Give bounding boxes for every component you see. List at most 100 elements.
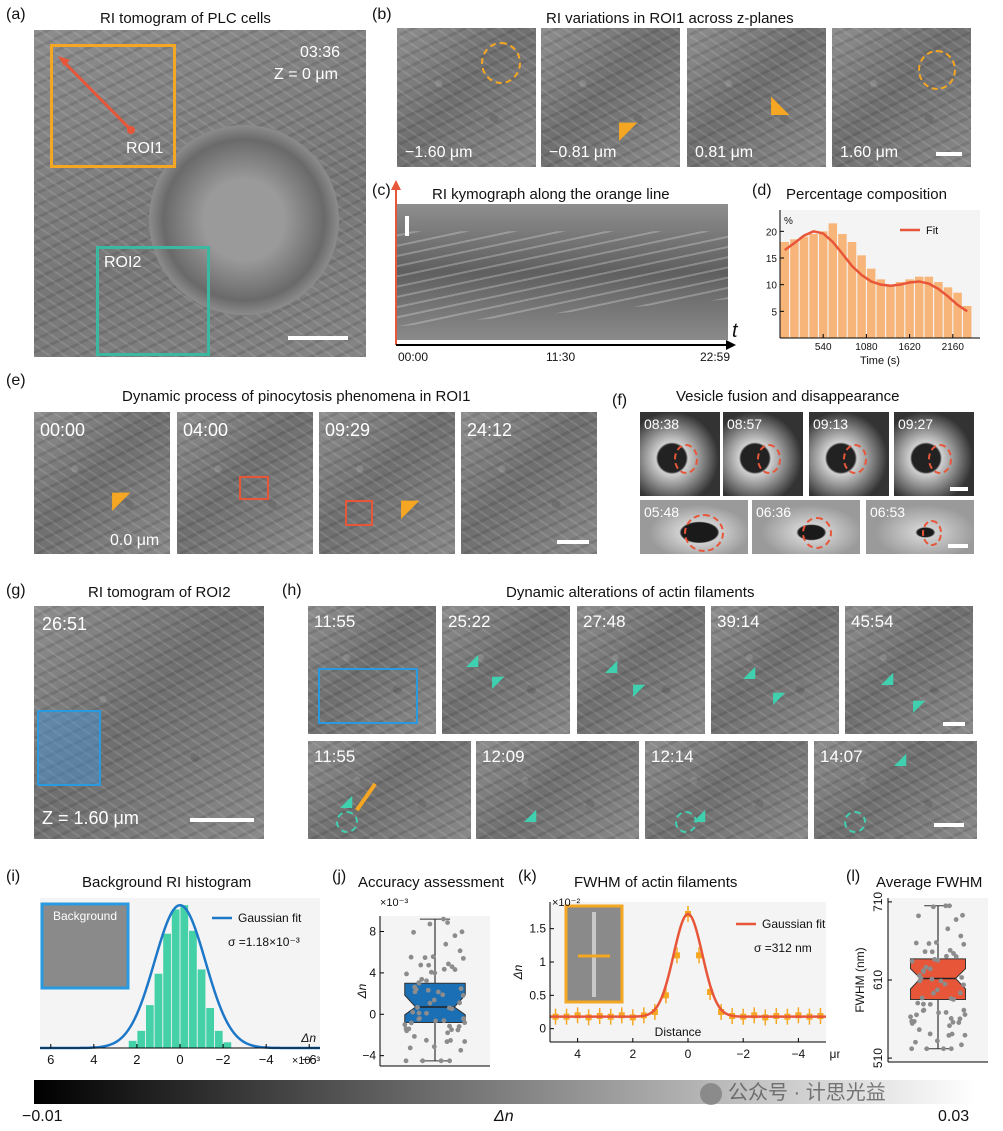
panel-c-title: RI kymograph along the orange line — [432, 186, 670, 203]
vesicle-outline — [684, 514, 724, 552]
panel-g-title: RI tomogram of ROI2 — [88, 584, 231, 601]
data-point — [943, 1009, 949, 1015]
x-tick-label: 4 — [90, 1052, 97, 1067]
fit-line — [784, 230, 968, 313]
panel-e-title: Dynamic process of pinocytosis phenomena… — [122, 388, 471, 405]
data-point — [944, 953, 949, 959]
data-point — [425, 987, 431, 993]
legend-label: Gaussian fit — [762, 917, 826, 931]
data-point — [962, 1032, 968, 1038]
data-point — [424, 978, 429, 984]
data-point — [422, 955, 428, 961]
scale-bar — [936, 152, 962, 156]
x-tick-label: −4 — [792, 1047, 806, 1061]
y-tick-label: 10 — [766, 281, 778, 292]
data-point — [407, 1045, 413, 1051]
x-axis-label: Δn — [300, 1031, 316, 1045]
frame-time: 25:22 — [448, 612, 491, 631]
scale-bar — [557, 540, 589, 544]
roi1-label: ROI1 — [126, 140, 164, 157]
panel-k-title: FWHM of actin filaments — [574, 874, 738, 891]
actin-detail-frame: 11:55 ◢ — [308, 741, 471, 839]
data-point — [924, 1046, 930, 1052]
y-tick-label: 0 — [539, 1022, 546, 1036]
roi2-z: Z = 1.60 μm — [42, 808, 139, 828]
x-tick-label: 0 — [685, 1047, 692, 1061]
data-point — [462, 1039, 468, 1044]
y-tick-label: 610 — [871, 970, 885, 990]
data-point — [440, 992, 446, 998]
data-point — [953, 954, 959, 959]
data-point — [947, 947, 953, 953]
histogram-bar — [905, 279, 914, 338]
panel-k-label: (k) — [518, 868, 537, 885]
z-plane-label: 1.60 μm — [840, 144, 899, 161]
frame-time: 09:13 — [813, 416, 849, 432]
panel-l-title: Average FWHM — [876, 874, 983, 891]
data-point — [914, 1012, 919, 1018]
data-point — [438, 1058, 444, 1064]
y-tick-label: 20 — [766, 227, 778, 238]
y-tick-label: 0.5 — [529, 988, 546, 1002]
actin-detail-frame: 12:09 ◢ — [476, 741, 639, 839]
frame-time: 27:48 — [583, 612, 626, 631]
y-tick-label: 5 — [771, 307, 777, 318]
actin-frame: 25:22 ◢ ◤ — [442, 606, 570, 734]
chart-i: 6 4 2 0 −2 −4 −6 Background Gaussian fit σ =1.18×… — [39, 898, 320, 1067]
histogram-bar — [886, 284, 895, 338]
data-point — [962, 1012, 968, 1018]
x-axis-label: Time (s) — [860, 355, 900, 367]
histogram-bar — [137, 1030, 146, 1048]
data-point — [718, 1009, 725, 1015]
scale-bar — [948, 544, 968, 548]
data-point — [461, 1016, 466, 1022]
y-exponent: ×10⁻² — [552, 897, 580, 909]
data-point — [418, 962, 424, 968]
roi2-image: 26:51 Z = 1.60 μm — [34, 606, 264, 839]
arrowhead-icon: ◤ — [492, 674, 505, 691]
histogram-bar — [180, 905, 189, 1048]
histogram-bar — [128, 1040, 137, 1048]
x-tick-label: 540 — [815, 342, 832, 353]
actin-frame: 39:14 ◢ ◤ — [711, 606, 839, 734]
red-roi-box — [345, 500, 373, 526]
frame-time: 24:12 — [467, 420, 513, 440]
data-point — [927, 966, 933, 972]
data-point — [402, 1022, 408, 1028]
legend-label: Fit — [926, 225, 938, 237]
data-point — [433, 1018, 439, 1024]
data-point — [943, 903, 949, 909]
x-tick-label: −4 — [259, 1052, 274, 1067]
fusion-frame: 09:13 — [809, 412, 889, 496]
histogram-bar — [953, 292, 962, 338]
frame-time: 45:54 — [851, 612, 894, 631]
histogram-bar — [924, 276, 934, 338]
frame-time: 11:55 — [314, 747, 356, 766]
panel-a-z: Z = 0 μm — [274, 66, 338, 83]
orange-line — [58, 56, 135, 134]
panel-i-title: Background RI histogram — [82, 874, 252, 891]
histogram-bar — [895, 282, 905, 338]
data-point — [948, 996, 954, 1001]
dashed-circle — [844, 811, 866, 833]
actin-frame: 27:48 ◢ ◤ — [577, 606, 705, 734]
arrowhead-icon: ◢ — [894, 751, 907, 768]
frame-time: 14:07 — [820, 747, 863, 766]
y-tick-label: 1.5 — [529, 922, 546, 936]
dashed-roi-circle — [481, 42, 521, 84]
pinocytosis-frame-3: 09:29 ◤ — [319, 412, 455, 554]
chart-j: 8 4 0 −4 Δn ×10⁻³ — [355, 897, 490, 1067]
x-axis-label: Distance — [655, 1025, 702, 1039]
data-point — [934, 1038, 940, 1044]
data-point — [751, 1012, 758, 1019]
data-point — [443, 941, 449, 947]
frame-z: 0.0 μm — [110, 532, 160, 549]
arrowhead-icon: ◢ — [466, 652, 479, 669]
data-point — [945, 926, 951, 932]
data-point — [441, 966, 447, 972]
pinocytosis-frame-4: 24:12 — [461, 412, 597, 554]
arrowhead-icon: ◤ — [773, 690, 786, 707]
data-point — [449, 964, 455, 970]
histogram-bar — [876, 279, 886, 338]
